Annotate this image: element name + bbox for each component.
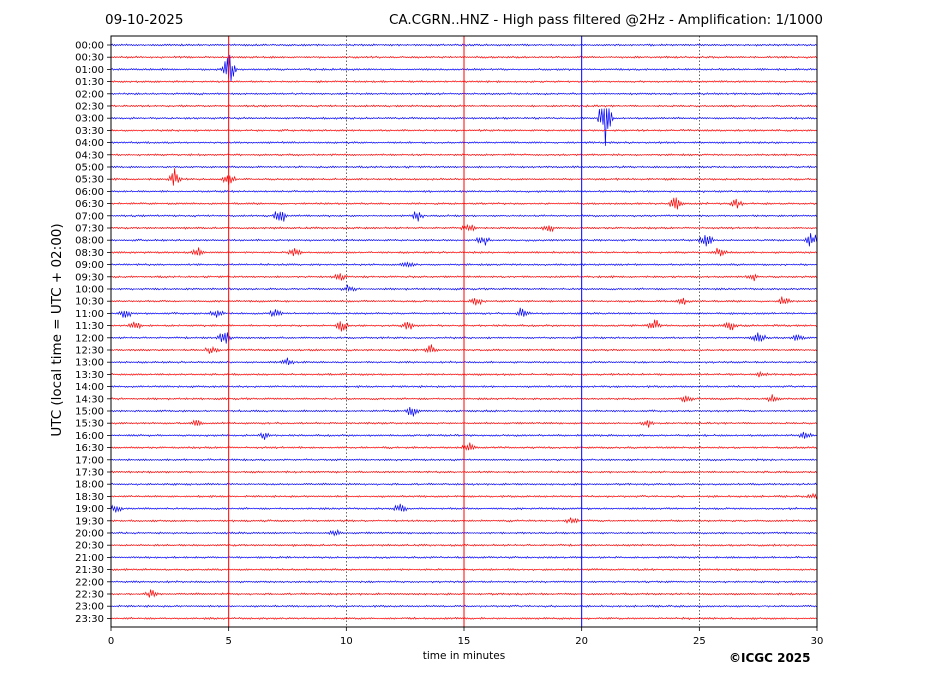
y-tick-label-0230: 02:30	[75, 102, 104, 113]
y-tick-label-1500: 15:00	[75, 407, 104, 418]
y-tick-label-0600: 06:00	[75, 187, 104, 198]
y-tick-label-1730: 17:30	[75, 468, 104, 479]
y-tick-label-1300: 13:00	[75, 358, 104, 369]
y-tick-label-1030: 10:30	[75, 297, 104, 308]
y-tick-label-0200: 02:00	[75, 89, 104, 100]
y-tick-label-0530: 05:30	[75, 175, 104, 186]
y-tick-label-0300: 03:00	[75, 114, 104, 125]
x-tick-label-5: 5	[225, 636, 231, 647]
y-tick-label-1930: 19:30	[75, 516, 104, 527]
y-tick-label-0000: 00:00	[75, 41, 104, 52]
x-tick-label-25: 25	[693, 636, 706, 647]
y-tick-label-0330: 03:30	[75, 126, 104, 137]
y-tick-label-1900: 19:00	[75, 504, 104, 515]
y-tick-label-1400: 14:00	[75, 382, 104, 393]
y-tick-label-0930: 09:30	[75, 272, 104, 283]
y-tick-label-1630: 16:30	[75, 443, 104, 454]
y-tick-label-2200: 22:00	[75, 577, 104, 588]
y-tick-label-2000: 20:00	[75, 529, 104, 540]
y-tick-label-0430: 04:30	[75, 150, 104, 161]
copyright-label: ©ICGC 2025	[729, 651, 811, 665]
y-tick-label-1200: 12:00	[75, 333, 104, 344]
y-tick-label-1100: 11:00	[75, 309, 104, 320]
chart-title: CA.CGRN..HNZ - High pass filtered @2Hz -…	[388, 12, 823, 28]
date-label: 09-10-2025	[105, 12, 184, 28]
y-tick-label-0830: 08:30	[75, 248, 104, 259]
y-tick-label-1600: 16:00	[75, 431, 104, 442]
y-tick-label-0400: 04:00	[75, 138, 104, 149]
y-tick-label-2030: 20:30	[75, 541, 104, 552]
y-tick-label-1130: 11:30	[75, 321, 104, 332]
x-tick-label-30: 30	[811, 636, 824, 647]
y-tick-label-1530: 15:30	[75, 419, 104, 430]
y-tick-label-0700: 07:00	[75, 211, 104, 222]
y-tick-label-0730: 07:30	[75, 224, 104, 235]
y-tick-label-0130: 01:30	[75, 77, 104, 88]
y-tick-label-2300: 23:00	[75, 602, 104, 613]
y-tick-label-0800: 08:00	[75, 236, 104, 247]
y-tick-label-1800: 18:00	[75, 480, 104, 491]
y-tick-label-2130: 21:30	[75, 565, 104, 576]
y-tick-label-0900: 09:00	[75, 260, 104, 271]
y-tick-label-0500: 05:00	[75, 163, 104, 174]
y-tick-label-2100: 21:00	[75, 553, 104, 564]
y-tick-label-1430: 14:30	[75, 394, 104, 405]
x-axis-label: time in minutes	[422, 650, 506, 662]
y-tick-label-2330: 23:30	[75, 614, 104, 625]
y-tick-label-1700: 17:00	[75, 455, 104, 466]
x-tick-label-20: 20	[575, 636, 588, 647]
x-tick-label-10: 10	[340, 636, 353, 647]
y-tick-label-0100: 01:00	[75, 65, 104, 76]
y-tick-label-0030: 00:30	[75, 53, 104, 64]
y-tick-label-1330: 13:30	[75, 370, 104, 381]
y-tick-label-1000: 10:00	[75, 285, 104, 296]
x-tick-label-15: 15	[458, 636, 471, 647]
x-tick-label-0: 0	[108, 636, 114, 647]
y-tick-label-1830: 18:30	[75, 492, 104, 503]
y-tick-label-1230: 12:30	[75, 346, 104, 357]
y-tick-label-2230: 22:30	[75, 590, 104, 601]
y-tick-label-0630: 06:30	[75, 199, 104, 210]
